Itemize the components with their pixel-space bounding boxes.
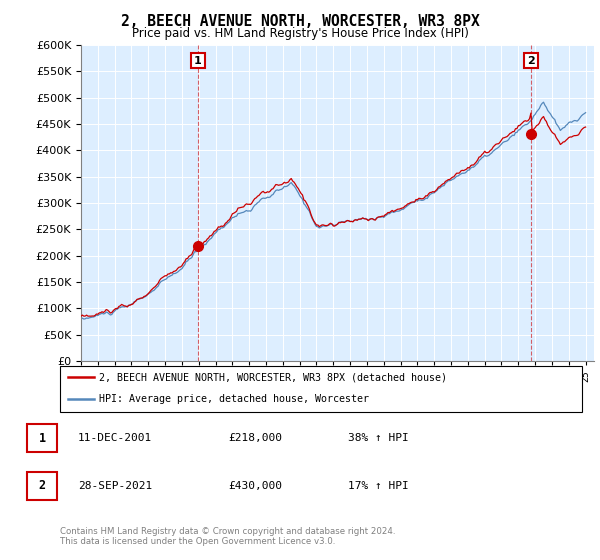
Text: 38% ↑ HPI: 38% ↑ HPI [348,433,409,443]
Text: Contains HM Land Registry data © Crown copyright and database right 2024.
This d: Contains HM Land Registry data © Crown c… [60,526,395,546]
Text: 1: 1 [194,55,202,66]
Text: 2, BEECH AVENUE NORTH, WORCESTER, WR3 8PX: 2, BEECH AVENUE NORTH, WORCESTER, WR3 8P… [121,14,479,29]
Text: 17% ↑ HPI: 17% ↑ HPI [348,481,409,491]
Text: Price paid vs. HM Land Registry's House Price Index (HPI): Price paid vs. HM Land Registry's House … [131,27,469,40]
Text: £218,000: £218,000 [228,433,282,443]
Text: 11-DEC-2001: 11-DEC-2001 [78,433,152,443]
Text: 28-SEP-2021: 28-SEP-2021 [78,481,152,491]
Text: 1: 1 [38,432,46,445]
Text: 2, BEECH AVENUE NORTH, WORCESTER, WR3 8PX (detached house): 2, BEECH AVENUE NORTH, WORCESTER, WR3 8P… [99,372,447,382]
Text: £430,000: £430,000 [228,481,282,491]
Text: HPI: Average price, detached house, Worcester: HPI: Average price, detached house, Worc… [99,394,369,404]
Text: 2: 2 [527,55,535,66]
Text: 2: 2 [38,479,46,492]
